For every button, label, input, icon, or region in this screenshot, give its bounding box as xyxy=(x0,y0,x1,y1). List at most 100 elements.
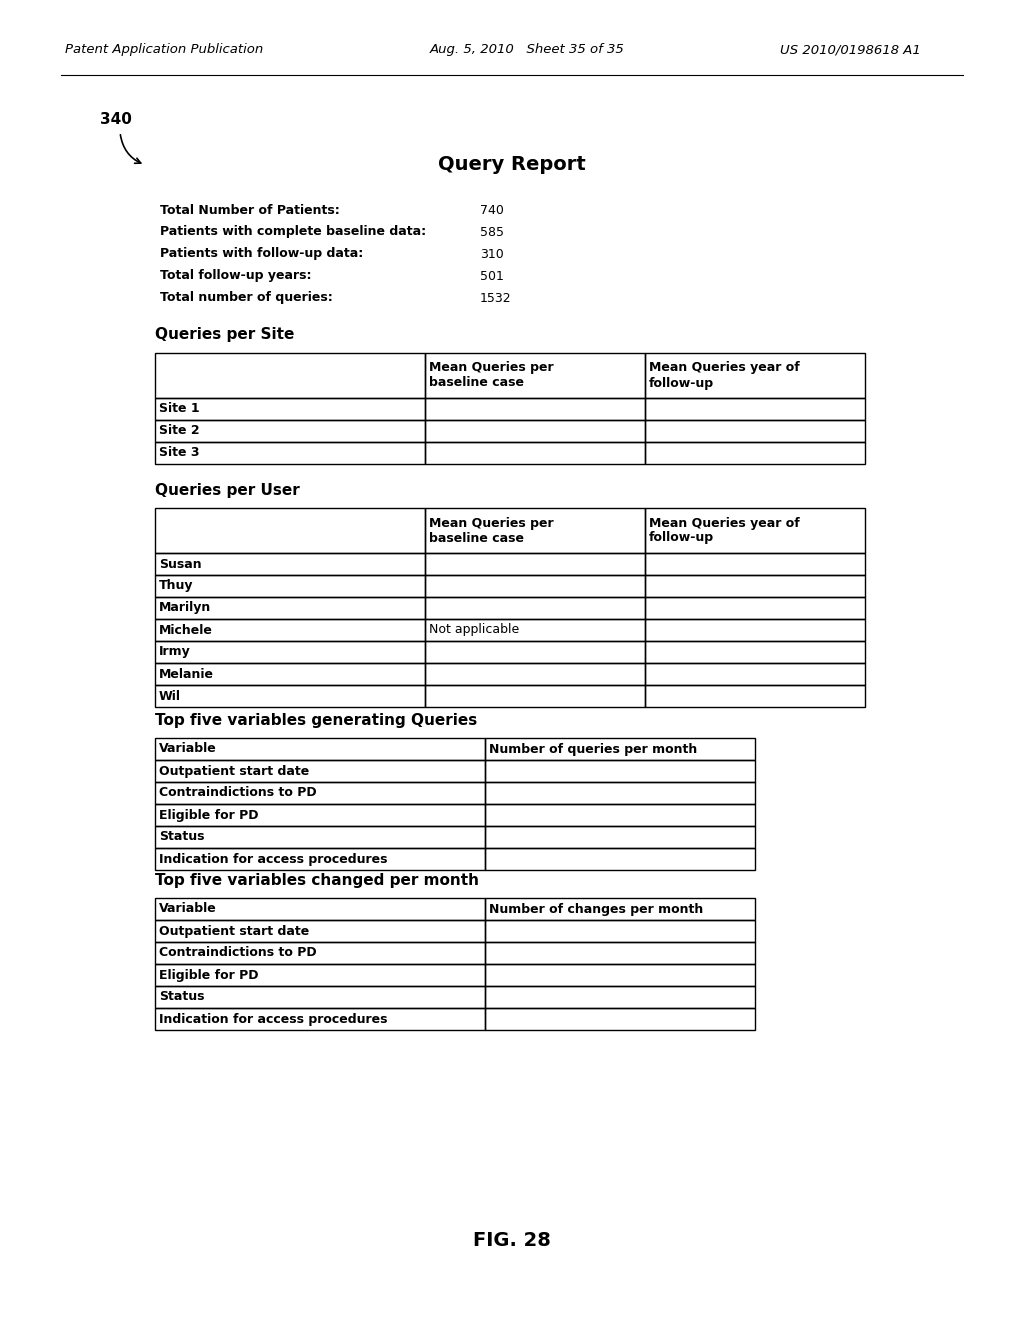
Bar xyxy=(155,898,485,920)
Bar xyxy=(155,508,425,553)
Bar xyxy=(645,442,865,465)
Text: Status: Status xyxy=(159,990,205,1003)
Text: Indication for access procedures: Indication for access procedures xyxy=(159,853,387,866)
Bar xyxy=(155,420,425,442)
Bar xyxy=(485,760,755,781)
Bar xyxy=(155,442,425,465)
Text: Site 2: Site 2 xyxy=(159,425,200,437)
Text: Michele: Michele xyxy=(159,623,213,636)
Text: Number of queries per month: Number of queries per month xyxy=(489,742,697,755)
Text: Site 1: Site 1 xyxy=(159,403,200,416)
Text: Outpatient start date: Outpatient start date xyxy=(159,924,309,937)
Bar xyxy=(155,619,425,642)
Bar xyxy=(645,663,865,685)
Bar xyxy=(155,847,485,870)
Text: Mean Queries year of
follow-up: Mean Queries year of follow-up xyxy=(649,516,800,544)
Bar xyxy=(155,760,485,781)
Bar xyxy=(425,352,645,399)
Text: Top five variables generating Queries: Top five variables generating Queries xyxy=(155,713,477,727)
Bar xyxy=(485,986,755,1008)
Text: Queries per User: Queries per User xyxy=(155,483,300,498)
Bar xyxy=(485,942,755,964)
Bar xyxy=(645,685,865,708)
Text: Mean Queries per
baseline case: Mean Queries per baseline case xyxy=(429,516,554,544)
Bar xyxy=(645,553,865,576)
Bar xyxy=(645,420,865,442)
Bar xyxy=(485,1008,755,1030)
Bar xyxy=(645,597,865,619)
Text: Susan: Susan xyxy=(159,557,202,570)
Text: Outpatient start date: Outpatient start date xyxy=(159,764,309,777)
Text: Aug. 5, 2010   Sheet 35 of 35: Aug. 5, 2010 Sheet 35 of 35 xyxy=(430,44,625,57)
Bar xyxy=(425,642,645,663)
Text: 310: 310 xyxy=(480,248,504,260)
Bar xyxy=(155,642,425,663)
Text: Irmy: Irmy xyxy=(159,645,190,659)
Text: Marilyn: Marilyn xyxy=(159,602,211,615)
Bar xyxy=(155,964,485,986)
Text: Total number of queries:: Total number of queries: xyxy=(160,292,333,305)
Bar xyxy=(425,442,645,465)
Bar xyxy=(155,920,485,942)
Text: Eligible for PD: Eligible for PD xyxy=(159,969,258,982)
Bar xyxy=(485,826,755,847)
Bar xyxy=(485,964,755,986)
Bar xyxy=(485,781,755,804)
Bar xyxy=(155,1008,485,1030)
Text: Melanie: Melanie xyxy=(159,668,214,681)
Bar xyxy=(485,898,755,920)
Text: 340: 340 xyxy=(100,112,132,128)
Bar xyxy=(485,847,755,870)
Text: Mean Queries year of
follow-up: Mean Queries year of follow-up xyxy=(649,362,800,389)
Bar xyxy=(155,986,485,1008)
Bar xyxy=(425,576,645,597)
Bar xyxy=(155,942,485,964)
Text: Thuy: Thuy xyxy=(159,579,194,593)
Bar xyxy=(155,781,485,804)
Text: 501: 501 xyxy=(480,269,504,282)
Text: Top five variables changed per month: Top five variables changed per month xyxy=(155,873,479,887)
Bar xyxy=(155,597,425,619)
Bar xyxy=(155,804,485,826)
Bar xyxy=(425,420,645,442)
Bar xyxy=(645,508,865,553)
Text: Patent Application Publication: Patent Application Publication xyxy=(65,44,263,57)
Text: Variable: Variable xyxy=(159,903,217,916)
Text: Eligible for PD: Eligible for PD xyxy=(159,808,258,821)
Text: Patients with complete baseline data:: Patients with complete baseline data: xyxy=(160,226,426,239)
Text: Contraindictions to PD: Contraindictions to PD xyxy=(159,946,316,960)
Bar xyxy=(155,663,425,685)
Text: 740: 740 xyxy=(480,203,504,216)
Text: Contraindictions to PD: Contraindictions to PD xyxy=(159,787,316,800)
Bar xyxy=(485,738,755,760)
Text: Queries per Site: Queries per Site xyxy=(155,327,294,342)
Bar xyxy=(155,352,425,399)
Text: Number of changes per month: Number of changes per month xyxy=(489,903,703,916)
Text: Total follow-up years:: Total follow-up years: xyxy=(160,269,311,282)
Text: Patients with follow-up data:: Patients with follow-up data: xyxy=(160,248,364,260)
Bar xyxy=(485,804,755,826)
Bar xyxy=(645,399,865,420)
Bar xyxy=(425,685,645,708)
Text: Site 3: Site 3 xyxy=(159,446,200,459)
Bar xyxy=(485,920,755,942)
Text: Total Number of Patients:: Total Number of Patients: xyxy=(160,203,340,216)
Bar xyxy=(155,738,485,760)
Text: 585: 585 xyxy=(480,226,504,239)
Text: Status: Status xyxy=(159,830,205,843)
Text: 1532: 1532 xyxy=(480,292,512,305)
Bar xyxy=(425,619,645,642)
Bar xyxy=(155,399,425,420)
Text: Not applicable: Not applicable xyxy=(429,623,519,636)
Bar xyxy=(155,553,425,576)
Bar xyxy=(155,685,425,708)
Text: Query Report: Query Report xyxy=(438,156,586,174)
Bar xyxy=(425,663,645,685)
Bar xyxy=(155,576,425,597)
Text: Wil: Wil xyxy=(159,689,181,702)
Text: FIG. 28: FIG. 28 xyxy=(473,1230,551,1250)
Text: Indication for access procedures: Indication for access procedures xyxy=(159,1012,387,1026)
Bar xyxy=(425,597,645,619)
Bar xyxy=(425,553,645,576)
Bar xyxy=(645,619,865,642)
